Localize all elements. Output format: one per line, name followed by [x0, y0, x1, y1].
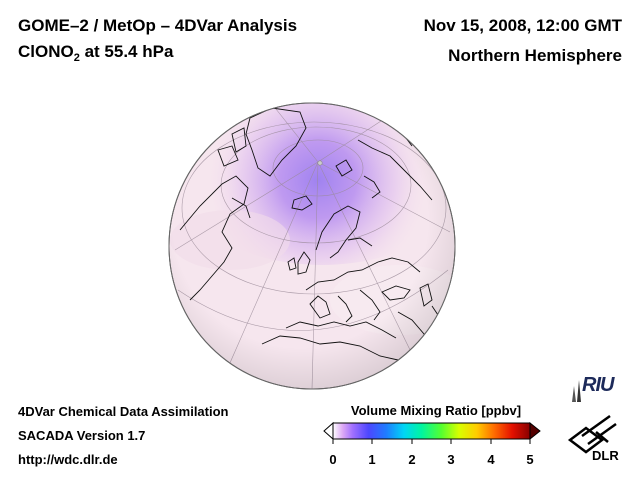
map-title: GOME–2 / MetOp – 4DVar Analysis: [18, 16, 298, 35]
colorbar-title: Volume Mixing Ratio [ppbv]: [350, 403, 522, 418]
dlr-logo-text: DLR: [592, 448, 619, 463]
colorbar-tick-label: 2: [408, 452, 416, 467]
colorbar: [323, 421, 541, 444]
colorbar-tick-label: 0: [329, 452, 337, 467]
colorbar-tick-label: 3: [447, 452, 455, 467]
footer-version: SACADA Version 1.7: [18, 428, 146, 443]
dlr-logo-icon: [567, 414, 617, 454]
colorbar-tick-label: 4: [487, 452, 495, 467]
riu-logo: [572, 380, 581, 402]
colorbar-over-arrow: [529, 421, 541, 441]
species-name: ClONO: [18, 42, 74, 61]
pressure-level: at 55.4 hPa: [79, 42, 174, 61]
map-region: Northern Hemisphere: [448, 46, 622, 65]
colorbar-under-arrow: [323, 421, 334, 441]
colorbar-gradient: [332, 422, 531, 440]
analysis-date: Nov 15, 2008, 12:00 GMT: [423, 16, 622, 35]
colorbar-tick-label: 5: [526, 452, 534, 467]
species-subscript: 2: [73, 52, 80, 64]
footer-system: 4DVar Chemical Data Assimilation: [18, 404, 229, 419]
colorbar-tick-label: 1: [368, 452, 376, 467]
footer-url: http://wdc.dlr.de: [18, 452, 118, 467]
riu-logo-text: RIU: [582, 374, 614, 396]
map-subtitle: ClONO2 at 55.4 hPa: [18, 42, 173, 64]
